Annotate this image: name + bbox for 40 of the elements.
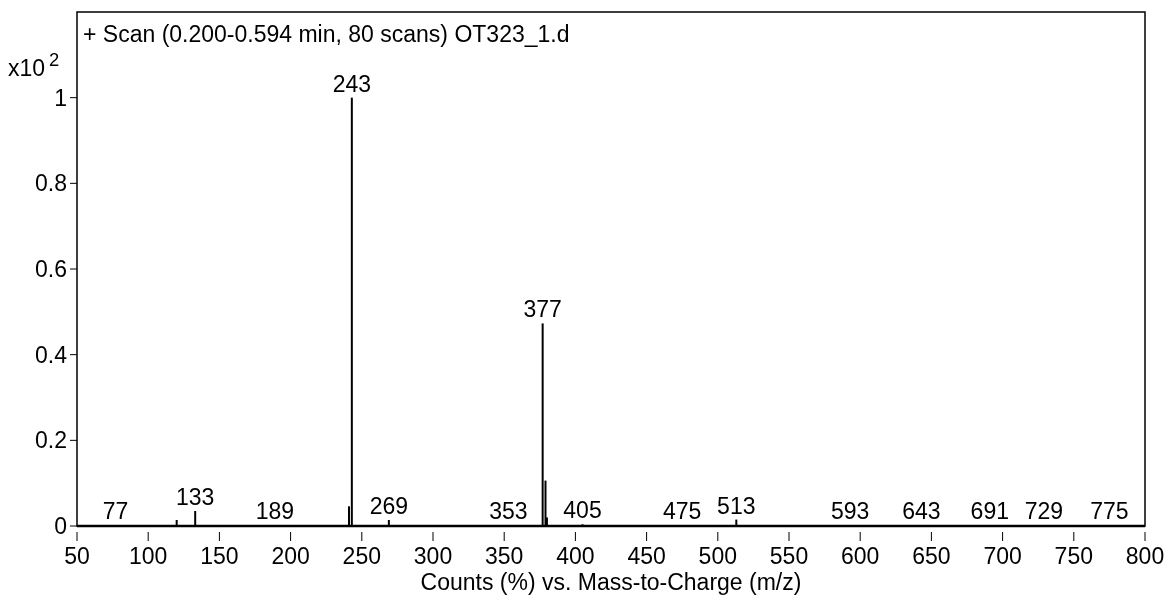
x-tick-label: 800 [1125, 543, 1165, 569]
x-tick-label: 100 [129, 543, 168, 569]
x-tick-label: 600 [841, 543, 880, 569]
x-tick-label: 550 [769, 543, 809, 569]
y-tick-label: 0.8 [35, 170, 67, 197]
annotation: 77 [102, 498, 129, 525]
annotation: 475 [663, 498, 702, 525]
annotation: 189 [255, 498, 295, 525]
y-tick-label: 0 [54, 513, 67, 540]
x-tick-label: 700 [983, 543, 1022, 569]
x-axis-title: Counts (%) vs. Mass-to-Charge (m/z) [420, 569, 802, 595]
annotation: 775 [1090, 498, 1129, 525]
x-tick-label: 350 [485, 543, 524, 569]
x-tick-label: 450 [627, 543, 666, 569]
annotation: 691 [970, 498, 1009, 525]
annotation: 133 [176, 484, 215, 511]
annotation: 513 [717, 492, 756, 519]
annotation: 353 [489, 498, 528, 525]
x-tick-label: 400 [556, 543, 595, 569]
chart-title: + Scan (0.200-0.594 min, 80 scans) OT323_1.d [83, 21, 570, 47]
annotation: 643 [902, 498, 941, 525]
annotation: 593 [831, 498, 870, 525]
y-tick-label: 0.4 [35, 341, 68, 368]
x-tick-label: 750 [1054, 543, 1093, 569]
annotation: 729 [1024, 498, 1064, 525]
y-tick-label: 0.6 [35, 256, 67, 283]
x-tick-label: 300 [413, 543, 453, 569]
x-tick-label: 250 [342, 543, 381, 569]
x-tick-label: 650 [912, 543, 951, 569]
x-tick-label: 150 [200, 543, 239, 569]
x-tick-label: 200 [271, 543, 310, 569]
y-tick-label: 0.2 [35, 427, 67, 454]
x-tick-label: 50 [64, 543, 90, 569]
annotation: 377 [523, 296, 562, 323]
annotation: 405 [563, 497, 602, 524]
annotation: 243 [332, 70, 372, 97]
y-axis-title: x10$^{2}$ [8, 48, 60, 81]
x-tick-label: 500 [698, 543, 737, 569]
y-tick-label: 1 [54, 84, 67, 111]
annotation: 269 [369, 493, 409, 519]
